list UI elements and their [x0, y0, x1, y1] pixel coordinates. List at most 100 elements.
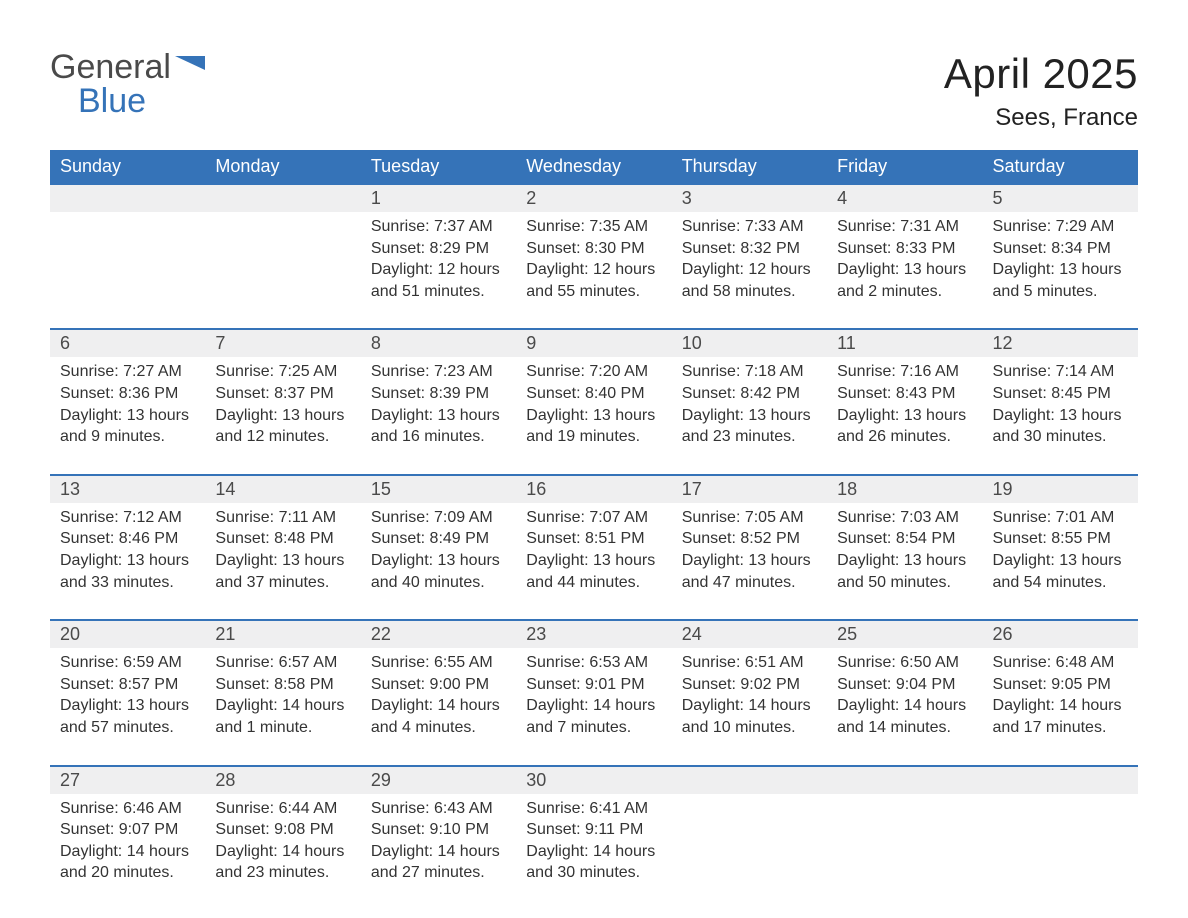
day-number-cell: 15 [361, 475, 516, 503]
day-sr-line: Sunrise: 7:25 AM [215, 361, 350, 383]
title-block: April 2025 Sees, France [944, 50, 1138, 132]
weekday-header: Tuesday [361, 150, 516, 184]
day-d1-line: Daylight: 12 hours [682, 259, 817, 281]
day-detail-cell: Sunrise: 7:35 AMSunset: 8:30 PMDaylight:… [516, 212, 671, 329]
day-d1-line: Daylight: 12 hours [526, 259, 661, 281]
day-sr-line: Sunrise: 7:33 AM [682, 216, 817, 238]
day-d2-line: and 7 minutes. [526, 717, 661, 739]
day-number-cell: 28 [205, 766, 360, 794]
day-ss-line: Sunset: 9:02 PM [682, 674, 817, 696]
logo-flag-icon [175, 50, 205, 84]
day-number-cell: 8 [361, 329, 516, 357]
day-ss-line: Sunset: 9:08 PM [215, 819, 350, 841]
day-number: 8 [361, 330, 516, 357]
day-d2-line: and 16 minutes. [371, 426, 506, 448]
day-detail-cell [983, 794, 1138, 910]
day-d2-line: and 58 minutes. [682, 281, 817, 303]
day-sr-line: Sunrise: 7:37 AM [371, 216, 506, 238]
day-number-cell: 30 [516, 766, 671, 794]
day-number: 4 [827, 185, 982, 212]
day-ss-line: Sunset: 8:52 PM [682, 528, 817, 550]
day-d2-line: and 9 minutes. [60, 426, 195, 448]
day-ss-line: Sunset: 8:29 PM [371, 238, 506, 260]
day-d1-line: Daylight: 13 hours [993, 259, 1128, 281]
day-ss-line: Sunset: 8:34 PM [993, 238, 1128, 260]
day-ss-line: Sunset: 9:04 PM [837, 674, 972, 696]
day-sr-line: Sunrise: 6:44 AM [215, 798, 350, 820]
day-d2-line: and 30 minutes. [526, 862, 661, 884]
day-d1-line: Daylight: 13 hours [837, 405, 972, 427]
day-d1-line: Daylight: 13 hours [526, 550, 661, 572]
day-sr-line: Sunrise: 6:57 AM [215, 652, 350, 674]
day-detail-cell: Sunrise: 6:51 AMSunset: 9:02 PMDaylight:… [672, 648, 827, 765]
day-detail-cell: Sunrise: 6:59 AMSunset: 8:57 PMDaylight:… [50, 648, 205, 765]
day-d2-line: and 23 minutes. [682, 426, 817, 448]
day-number-cell: 3 [672, 184, 827, 212]
day-ss-line: Sunset: 9:10 PM [371, 819, 506, 841]
day-ss-line: Sunset: 8:51 PM [526, 528, 661, 550]
day-ss-line: Sunset: 8:42 PM [682, 383, 817, 405]
day-number: 29 [361, 767, 516, 794]
day-d2-line: and 5 minutes. [993, 281, 1128, 303]
day-number: 22 [361, 621, 516, 648]
day-d1-line: Daylight: 14 hours [837, 695, 972, 717]
day-number-cell: 13 [50, 475, 205, 503]
day-d1-line: Daylight: 13 hours [837, 259, 972, 281]
weekday-header: Saturday [983, 150, 1138, 184]
day-sr-line: Sunrise: 7:20 AM [526, 361, 661, 383]
day-ss-line: Sunset: 9:00 PM [371, 674, 506, 696]
week-daynum-row: 6789101112 [50, 329, 1138, 357]
day-number: 28 [205, 767, 360, 794]
day-detail-cell: Sunrise: 7:18 AMSunset: 8:42 PMDaylight:… [672, 357, 827, 474]
day-d2-line: and 10 minutes. [682, 717, 817, 739]
day-ss-line: Sunset: 8:36 PM [60, 383, 195, 405]
day-d1-line: Daylight: 14 hours [526, 695, 661, 717]
day-d2-line: and 26 minutes. [837, 426, 972, 448]
day-d2-line: and 27 minutes. [371, 862, 506, 884]
calendar-table: SundayMondayTuesdayWednesdayThursdayFrid… [50, 150, 1138, 910]
day-number-cell [983, 766, 1138, 794]
day-sr-line: Sunrise: 7:03 AM [837, 507, 972, 529]
day-ss-line: Sunset: 8:39 PM [371, 383, 506, 405]
day-ss-line: Sunset: 8:57 PM [60, 674, 195, 696]
day-number-cell: 22 [361, 620, 516, 648]
day-d1-line: Daylight: 14 hours [215, 841, 350, 863]
day-d1-line: Daylight: 12 hours [371, 259, 506, 281]
day-number-cell [827, 766, 982, 794]
day-d1-line: Daylight: 13 hours [215, 550, 350, 572]
day-d2-line: and 51 minutes. [371, 281, 506, 303]
day-number-cell [205, 184, 360, 212]
day-detail-cell: Sunrise: 7:01 AMSunset: 8:55 PMDaylight:… [983, 503, 1138, 620]
day-number: 17 [672, 476, 827, 503]
day-detail-cell: Sunrise: 7:07 AMSunset: 8:51 PMDaylight:… [516, 503, 671, 620]
day-number: 26 [983, 621, 1138, 648]
day-detail-cell: Sunrise: 7:27 AMSunset: 8:36 PMDaylight:… [50, 357, 205, 474]
day-detail-cell: Sunrise: 6:55 AMSunset: 9:00 PMDaylight:… [361, 648, 516, 765]
day-d1-line: Daylight: 14 hours [60, 841, 195, 863]
day-number: 21 [205, 621, 360, 648]
day-number: 20 [50, 621, 205, 648]
day-d2-line: and 20 minutes. [60, 862, 195, 884]
day-sr-line: Sunrise: 7:14 AM [993, 361, 1128, 383]
day-d1-line: Daylight: 13 hours [371, 550, 506, 572]
week-daynum-row: 13141516171819 [50, 475, 1138, 503]
logo-word-1: General [50, 50, 171, 84]
day-number: 2 [516, 185, 671, 212]
day-number-cell: 10 [672, 329, 827, 357]
weekday-header: Monday [205, 150, 360, 184]
day-number: 18 [827, 476, 982, 503]
day-sr-line: Sunrise: 7:09 AM [371, 507, 506, 529]
day-number-cell: 7 [205, 329, 360, 357]
day-d2-line: and 19 minutes. [526, 426, 661, 448]
day-number: 13 [50, 476, 205, 503]
day-d1-line: Daylight: 13 hours [837, 550, 972, 572]
month-title: April 2025 [944, 50, 1138, 98]
day-detail-cell: Sunrise: 7:12 AMSunset: 8:46 PMDaylight:… [50, 503, 205, 620]
day-ss-line: Sunset: 8:40 PM [526, 383, 661, 405]
day-number-cell: 21 [205, 620, 360, 648]
day-sr-line: Sunrise: 7:12 AM [60, 507, 195, 529]
day-number-cell: 19 [983, 475, 1138, 503]
day-d1-line: Daylight: 13 hours [682, 405, 817, 427]
day-number-cell: 12 [983, 329, 1138, 357]
day-d2-line: and 4 minutes. [371, 717, 506, 739]
